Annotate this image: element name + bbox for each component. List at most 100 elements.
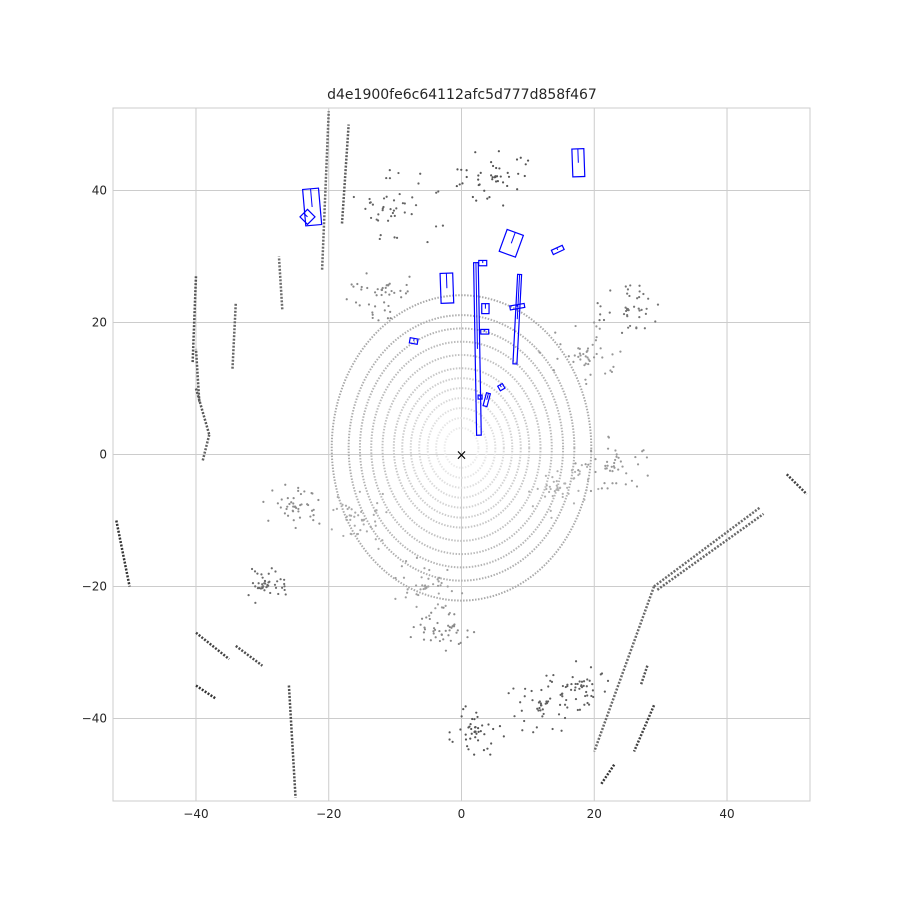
lidar-point bbox=[589, 489, 593, 493]
lidar-point bbox=[385, 284, 388, 287]
lidar-point bbox=[517, 172, 520, 175]
lidar-point bbox=[423, 567, 426, 570]
lidar-ring bbox=[347, 314, 576, 582]
lidar-point bbox=[406, 290, 409, 293]
lidar-point bbox=[385, 176, 388, 180]
lidar-point bbox=[254, 601, 257, 604]
lidar-point bbox=[528, 490, 531, 493]
lidar-point bbox=[555, 484, 558, 487]
x-tick-label: −40 bbox=[183, 807, 208, 821]
lidar-point bbox=[294, 526, 297, 530]
lidar-point bbox=[365, 272, 368, 275]
lidar-point bbox=[588, 679, 591, 682]
y-tick-labels: −40 −20 0 20 40 bbox=[82, 184, 107, 726]
lidar-point bbox=[403, 202, 406, 205]
lidar-point bbox=[551, 727, 554, 731]
lidar-point bbox=[566, 486, 569, 489]
lidar-point bbox=[489, 753, 492, 756]
lidar-point bbox=[573, 477, 576, 480]
lidar-point bbox=[312, 519, 315, 522]
lidar-point bbox=[475, 732, 478, 735]
lidar-point bbox=[563, 703, 567, 706]
lidar-point bbox=[632, 305, 636, 308]
lidar-point bbox=[253, 570, 257, 573]
lidar-point bbox=[348, 506, 351, 509]
lidar-point bbox=[381, 492, 384, 496]
lidar-point bbox=[415, 556, 419, 559]
lidar-point bbox=[580, 680, 584, 683]
lidar-point bbox=[538, 351, 541, 354]
lidar-point bbox=[391, 211, 394, 215]
lidar-point bbox=[267, 572, 270, 575]
lidar-point bbox=[377, 319, 380, 322]
lidar-point bbox=[458, 183, 461, 186]
lidar-point bbox=[444, 649, 448, 652]
lidar-point bbox=[461, 182, 464, 185]
lidar-point bbox=[460, 592, 464, 595]
lidar-point bbox=[377, 213, 380, 216]
lidar-point bbox=[615, 482, 618, 485]
lidar-point bbox=[611, 353, 614, 356]
lidar-point bbox=[414, 584, 418, 587]
lidar-point bbox=[297, 510, 300, 513]
y-tick-label: 40 bbox=[92, 184, 107, 198]
lidar-point bbox=[381, 539, 384, 542]
lidar-point bbox=[559, 343, 562, 346]
point-feature-lower-left-line-1 bbox=[195, 631, 230, 661]
lidar-point bbox=[643, 327, 646, 330]
lidar-point bbox=[541, 715, 544, 718]
lidar-point bbox=[350, 283, 353, 286]
lidar-point bbox=[558, 486, 561, 490]
lidar-point bbox=[558, 703, 562, 706]
lidar-point bbox=[549, 509, 552, 512]
lidar-point bbox=[412, 625, 415, 629]
lidar-point bbox=[594, 470, 597, 474]
lidar-point bbox=[555, 480, 558, 483]
lidar-point bbox=[591, 682, 594, 686]
lidar-point bbox=[629, 324, 632, 328]
lidar-point bbox=[629, 284, 632, 287]
lidar-point bbox=[520, 709, 523, 712]
lidar-point bbox=[297, 489, 300, 492]
lidar-point bbox=[613, 466, 616, 469]
lidar-point bbox=[583, 498, 586, 501]
lidar-point bbox=[544, 702, 547, 705]
box-heading bbox=[556, 247, 559, 251]
lidar-point bbox=[647, 297, 650, 300]
lidar-point bbox=[466, 745, 469, 748]
lidar-point bbox=[453, 613, 456, 616]
lidar-point bbox=[545, 700, 548, 703]
lidar-point bbox=[260, 573, 263, 576]
lidar-point bbox=[552, 480, 555, 483]
lidar-point bbox=[398, 192, 401, 196]
lidar-point bbox=[436, 584, 440, 587]
lidar-point bbox=[442, 638, 445, 641]
lidar-point bbox=[572, 502, 576, 505]
lidar-point bbox=[603, 482, 606, 485]
lidar-point bbox=[486, 747, 489, 750]
lidar-point bbox=[638, 295, 641, 299]
lidar-point bbox=[531, 699, 534, 702]
lidar-point bbox=[446, 585, 449, 588]
lidar-point bbox=[606, 679, 610, 682]
lidar-point bbox=[554, 331, 557, 334]
lidar-point bbox=[388, 282, 391, 285]
x-tick-labels: −40 −20 0 20 40 bbox=[183, 807, 734, 821]
lidar-point bbox=[590, 694, 593, 698]
lidar-ring bbox=[401, 377, 522, 519]
lidar-point bbox=[538, 706, 541, 710]
lidar-point bbox=[456, 168, 459, 171]
lidar-point bbox=[545, 484, 548, 487]
lidar-point bbox=[595, 336, 598, 339]
lidar-point bbox=[470, 732, 473, 735]
lidar-point bbox=[579, 358, 582, 361]
lidar-point bbox=[611, 482, 614, 485]
lidar-point bbox=[437, 592, 440, 595]
lidar-point bbox=[447, 624, 450, 627]
lidar-point bbox=[375, 509, 378, 512]
lidar-point bbox=[545, 674, 548, 677]
lidar-point bbox=[490, 742, 493, 745]
lidar-ring bbox=[443, 426, 480, 469]
lidar-point bbox=[421, 584, 424, 587]
lidar-point bbox=[265, 586, 268, 589]
